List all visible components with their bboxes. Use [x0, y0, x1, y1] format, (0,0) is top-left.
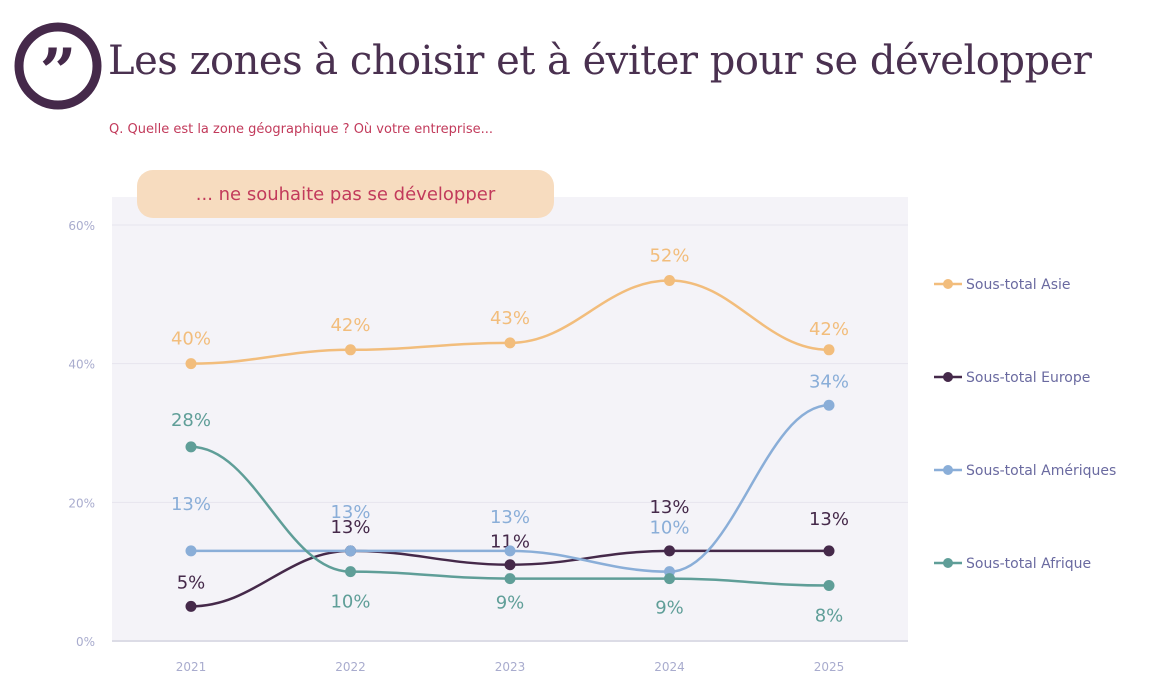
- data-point: [345, 566, 356, 578]
- data-point: [185, 441, 197, 453]
- y-tick-label: 40%: [68, 358, 95, 372]
- data-point: [185, 600, 197, 612]
- y-tick-label: 0%: [76, 635, 95, 649]
- page-title: Les zones à choisir et à éviter pour se …: [108, 38, 1092, 84]
- subtitle-pill: ... ne souhaite pas se développer: [137, 170, 554, 218]
- data-label: 9%: [655, 598, 684, 619]
- y-tick-label: 60%: [68, 219, 95, 233]
- data-point: [345, 545, 356, 557]
- legend-marker: [943, 279, 953, 289]
- legend-label: Sous-total Europe: [966, 370, 1090, 386]
- legend-label: Sous-total Amériques: [966, 463, 1116, 479]
- series-line: [190, 445, 830, 587]
- data-label: 13%: [809, 509, 849, 530]
- data-label: 9%: [496, 593, 525, 614]
- data-label: 10%: [649, 518, 689, 539]
- data-point: [504, 545, 516, 557]
- x-tick-label: 2021: [176, 660, 207, 674]
- data-label: 42%: [330, 315, 370, 336]
- data-label: 5%: [177, 572, 206, 593]
- data-point: [823, 399, 835, 411]
- legend-label: Sous-total Asie: [966, 277, 1071, 293]
- data-label: 13%: [330, 517, 370, 538]
- data-label: 34%: [809, 371, 849, 392]
- x-tick-label: 2023: [495, 660, 526, 674]
- data-point: [345, 344, 356, 356]
- x-tick-label: 2025: [814, 660, 845, 674]
- data-label: 52%: [649, 245, 689, 266]
- legend-marker: [943, 465, 953, 475]
- data-point: [823, 545, 835, 557]
- data-point: [823, 344, 835, 356]
- x-tick-label: 2022: [335, 660, 366, 674]
- legend-marker: [943, 372, 953, 382]
- data-label: 28%: [171, 410, 211, 431]
- data-point: [664, 573, 675, 585]
- question-text: Q. Quelle est la zone géographique ? Où …: [109, 122, 494, 137]
- data-point: [504, 559, 516, 571]
- legend-marker: [943, 558, 953, 568]
- data-label: 13%: [171, 494, 211, 515]
- quote-icon: ”: [14, 22, 102, 110]
- data-label: 11%: [490, 532, 530, 553]
- data-label: 42%: [809, 319, 849, 340]
- data-point: [504, 337, 516, 349]
- series-line: [190, 279, 830, 365]
- data-label: 40%: [171, 329, 211, 350]
- data-label: 43%: [490, 308, 530, 329]
- data-point: [823, 580, 835, 592]
- data-point: [185, 545, 197, 557]
- y-tick-label: 20%: [68, 496, 95, 510]
- svg-text:”: ”: [40, 35, 77, 110]
- data-label: 13%: [649, 497, 689, 518]
- data-point: [664, 545, 675, 557]
- data-label: 8%: [815, 606, 844, 627]
- x-tick-label: 2024: [654, 660, 685, 674]
- series-line: [190, 404, 830, 573]
- data-point: [504, 573, 516, 585]
- data-point: [185, 358, 197, 370]
- data-label: 13%: [330, 502, 370, 523]
- legend-label: Sous-total Afrique: [966, 556, 1091, 572]
- data-point: [664, 274, 675, 286]
- data-label: 10%: [330, 592, 370, 613]
- data-label: 13%: [490, 507, 530, 528]
